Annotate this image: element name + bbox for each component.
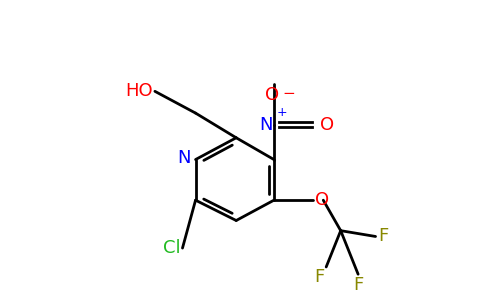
Text: F: F: [378, 227, 388, 245]
Text: −: −: [282, 85, 295, 100]
Text: F: F: [315, 268, 325, 286]
Text: N: N: [259, 116, 272, 134]
Text: Cl: Cl: [164, 239, 181, 257]
Text: +: +: [277, 106, 287, 119]
Text: HO: HO: [125, 82, 152, 100]
Text: N: N: [178, 149, 191, 167]
Text: O: O: [320, 116, 334, 134]
Text: O: O: [316, 191, 330, 209]
Text: O: O: [265, 85, 280, 103]
Text: F: F: [353, 276, 363, 294]
